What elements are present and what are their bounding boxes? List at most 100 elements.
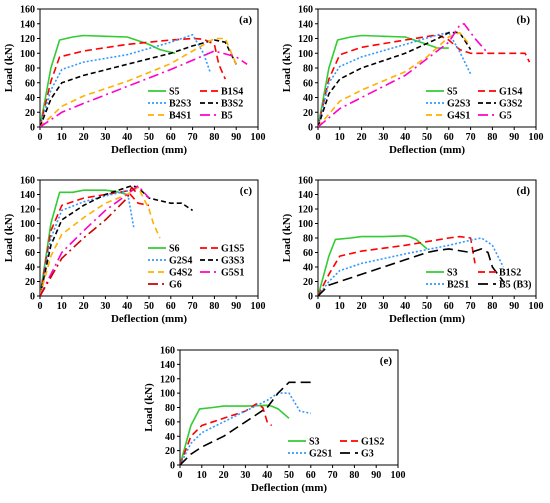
y-tick-label: 140 (298, 190, 313, 201)
x-axis-label: Deflection (mm) (389, 144, 465, 156)
y-tick-label: 120 (20, 34, 35, 45)
series-lines (180, 381, 311, 465)
series-line-g2s1 (180, 392, 311, 465)
x-tick-label: 90 (371, 470, 381, 481)
y-tick-label: 140 (298, 19, 313, 30)
y-tick-label: 40 (303, 93, 313, 104)
panel-a: 0 20 40 60 80 100 120 140 160 0 10 20 30 40 50 60 70 80 90… (3, 5, 266, 157)
x-tick-label: 20 (357, 301, 367, 312)
x-tick-label: 40 (400, 132, 410, 143)
y-tick-label: 160 (20, 5, 35, 16)
y-tick-label: 60 (303, 78, 313, 89)
panel-label: (b) (517, 14, 531, 26)
y-axis-label: Load (kN) (281, 43, 293, 92)
y-tick-label: 0 (308, 123, 313, 134)
legend-label-g6: G6 (169, 280, 182, 291)
legend-label-g4s1: G4S1 (447, 111, 470, 122)
y-tick-label: 100 (20, 49, 35, 60)
y-tick-label: 100 (298, 219, 313, 230)
x-tick-label: 40 (122, 301, 132, 312)
x-axis-label: Deflection (mm) (389, 313, 465, 325)
x-tick-label: 30 (378, 132, 388, 143)
x-tick-label: 90 (509, 132, 519, 143)
series-line-b1s2 (318, 235, 476, 296)
panel-label: (c) (240, 185, 253, 197)
legend: S3 G1S2 G2S1 G3 (288, 437, 384, 460)
x-tick-label: 70 (328, 470, 338, 481)
x-tick-label: 50 (144, 301, 154, 312)
x-tick-label: 100 (391, 470, 406, 481)
series-line-b5 (40, 50, 248, 127)
x-tick-label: 10 (335, 132, 345, 143)
x-tick-label: 20 (219, 470, 229, 481)
x-tick-label: 90 (509, 301, 519, 312)
y-tick-label: 140 (160, 360, 175, 371)
x-tick-label: 100 (529, 132, 544, 143)
y-tick-label: 40 (303, 263, 313, 274)
x-tick-label: 40 (122, 132, 132, 143)
panel-label: (e) (380, 355, 393, 367)
x-tick-label: 80 (349, 470, 359, 481)
series-line-g1s5 (40, 190, 150, 296)
x-tick-label: 30 (240, 470, 250, 481)
x-tick-label: 40 (400, 301, 410, 312)
y-tick-label: 0 (30, 292, 35, 303)
x-tick-label: 60 (444, 301, 454, 312)
x-axis-label: Deflection (mm) (111, 313, 187, 325)
y-tick-label: 80 (303, 234, 313, 245)
y-tick-label: 80 (165, 403, 175, 414)
y-tick-label: 60 (25, 248, 35, 259)
series-line-g4s1 (318, 31, 472, 127)
legend-label-b3s2: B3S2 (221, 99, 243, 110)
series-line-g1s4 (318, 33, 531, 127)
y-tick-label: 120 (20, 205, 35, 216)
legend-label-g3s2: G3S2 (499, 99, 522, 110)
y-tick-label: 120 (298, 34, 313, 45)
y-tick-label: 20 (25, 277, 35, 288)
y-tick-label: 40 (25, 93, 35, 104)
legend-label-g5: G5 (499, 111, 512, 122)
x-tick-label: 80 (209, 301, 219, 312)
series-line-g2s4 (40, 190, 135, 296)
x-tick-label: 60 (166, 301, 176, 312)
series-lines (40, 33, 248, 127)
x-tick-label: 60 (444, 132, 454, 143)
legend-label-b1s2: B1S2 (499, 268, 521, 279)
x-tick-label: 80 (209, 132, 219, 143)
series-lines (318, 22, 531, 127)
legend-label-g2s1: G2S1 (309, 449, 332, 460)
y-tick-label: 100 (20, 219, 35, 230)
series-line-g5s1 (40, 185, 150, 296)
y-tick-label: 40 (165, 432, 175, 443)
x-tick-label: 20 (357, 132, 367, 143)
y-tick-label: 60 (165, 417, 175, 428)
series-line-g6 (40, 186, 139, 296)
legend-label-b2s3: B2S3 (169, 99, 191, 110)
legend: S5 G1S4 G2S3 G3S2 G4S1 G5 (426, 87, 522, 122)
y-tick-label: 40 (25, 263, 35, 274)
series-line-b1s4 (40, 37, 227, 127)
y-tick-label: 20 (303, 277, 313, 288)
x-tick-label: 0 (38, 301, 43, 312)
legend: S6 G1S5 G2S4 G3S3 G4S2 G5S1 G6 (148, 244, 244, 291)
y-tick-label: 0 (30, 123, 35, 134)
legend-label-b4s1: B4S1 (169, 111, 191, 122)
y-tick-label: 160 (298, 5, 313, 16)
legend-label-g1s4: G1S4 (499, 87, 522, 98)
y-axis-label: Load (kN) (3, 213, 15, 262)
y-tick-label: 140 (20, 190, 35, 201)
x-tick-label: 0 (316, 301, 321, 312)
legend-label-g2s3: G2S3 (447, 99, 470, 110)
y-tick-label: 60 (303, 248, 313, 259)
x-tick-label: 100 (251, 132, 266, 143)
y-tick-label: 140 (20, 19, 35, 30)
legend-label-s3: S3 (309, 437, 320, 448)
x-tick-label: 30 (100, 132, 110, 143)
legend-label-g1s2: G1S2 (361, 437, 384, 448)
x-tick-label: 10 (335, 301, 345, 312)
x-tick-label: 30 (100, 301, 110, 312)
y-axis-label: Load (kN) (281, 213, 293, 262)
panel-label: (d) (517, 185, 531, 197)
series-line-s3 (180, 404, 290, 465)
